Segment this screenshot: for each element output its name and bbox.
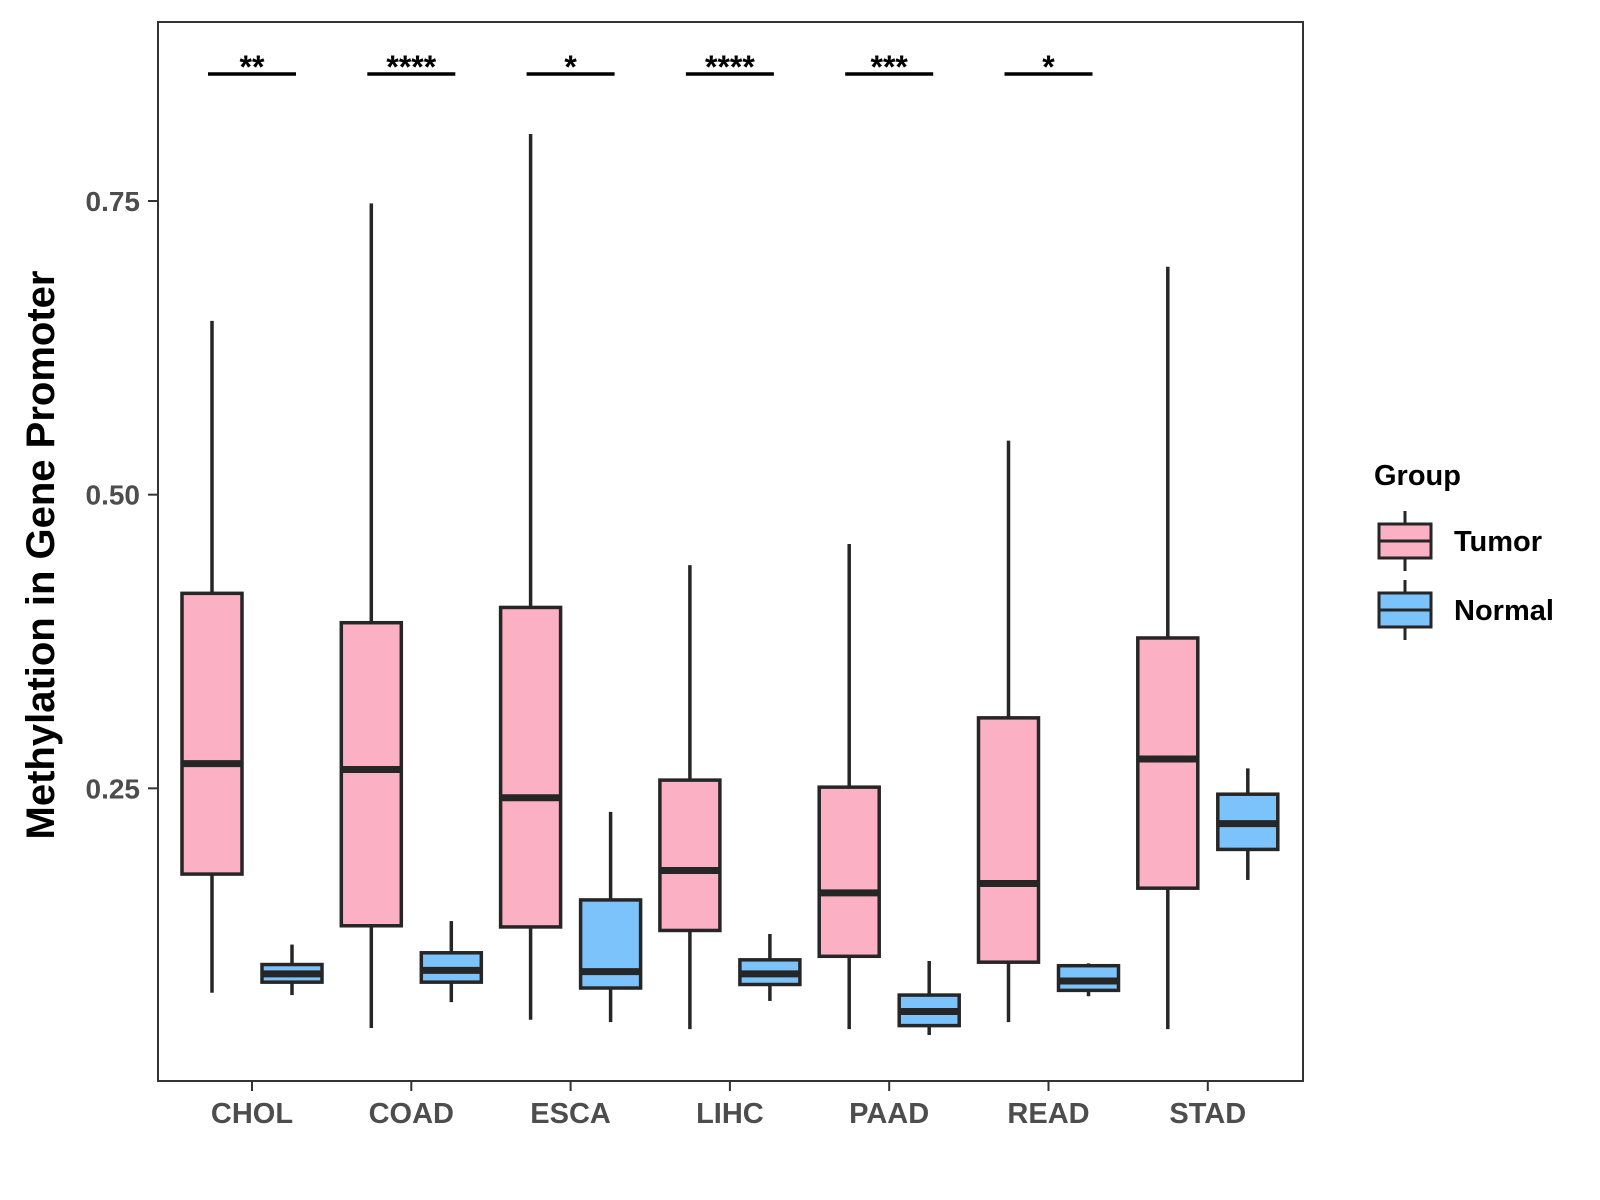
iqr-box xyxy=(498,605,563,929)
significance-label: * xyxy=(564,49,577,85)
significance-label: **** xyxy=(386,49,436,85)
normal-box-stad xyxy=(1216,768,1280,880)
legend-item-normal: Normal xyxy=(1377,580,1554,640)
x-axis: CHOL COAD ESCA LIHC PAAD READ STAD xyxy=(211,1081,1246,1130)
normal-box-coad xyxy=(419,921,484,1003)
normal-box-esca xyxy=(578,811,643,1023)
x-tick-label: PAAD xyxy=(849,1098,929,1130)
legend-label: Normal xyxy=(1454,595,1554,627)
x-tick-label: LIHC xyxy=(696,1098,764,1130)
y-axis: 0.25 0.50 0.75 xyxy=(86,186,158,804)
boxes-layer xyxy=(180,134,1280,1036)
iqr-box xyxy=(658,778,722,933)
x-tick-label: STAD xyxy=(1169,1098,1246,1130)
legend: Group Tumor Normal xyxy=(1374,460,1554,640)
tumor-box-esca xyxy=(498,134,563,1020)
iqr-box xyxy=(339,620,404,928)
significance-label: **** xyxy=(705,49,755,85)
x-tick-label: CHOL xyxy=(211,1098,293,1130)
plot-panel xyxy=(157,21,1304,1082)
normal-box-lihc xyxy=(738,933,802,1001)
tumor-box-stad xyxy=(1136,266,1200,1030)
significance-layer: ** **** * **** *** * xyxy=(208,49,1093,85)
normal-box-paad xyxy=(897,961,961,1036)
y-tick-label: 0.75 xyxy=(86,186,141,217)
tumor-box-coad xyxy=(339,203,404,1028)
iqr-box xyxy=(976,716,1041,964)
y-tick-label: 0.25 xyxy=(86,773,141,804)
iqr-box xyxy=(180,591,244,876)
legend-label: Tumor xyxy=(1454,526,1542,558)
y-tick-label: 0.50 xyxy=(86,480,141,511)
tumor-box-lihc xyxy=(658,565,722,1030)
significance-label: ** xyxy=(240,49,265,85)
significance-label: *** xyxy=(871,49,909,85)
tumor-box-read xyxy=(976,440,1041,1023)
tumor-box-paad xyxy=(817,544,881,1030)
legend-title: Group xyxy=(1374,460,1461,492)
tumor-box-chol xyxy=(180,320,244,993)
iqr-box xyxy=(817,785,881,959)
significance-label: * xyxy=(1042,49,1055,85)
x-tick-label: READ xyxy=(1007,1098,1089,1130)
normal-box-chol xyxy=(260,944,324,996)
y-axis-title: Methylation in Gene Promoter xyxy=(19,271,63,840)
x-tick-label: COAD xyxy=(369,1098,454,1130)
x-tick-label: ESCA xyxy=(530,1098,611,1130)
legend-item-tumor: Tumor xyxy=(1377,511,1542,571)
normal-box-read xyxy=(1056,963,1121,997)
iqr-box xyxy=(1136,636,1200,890)
